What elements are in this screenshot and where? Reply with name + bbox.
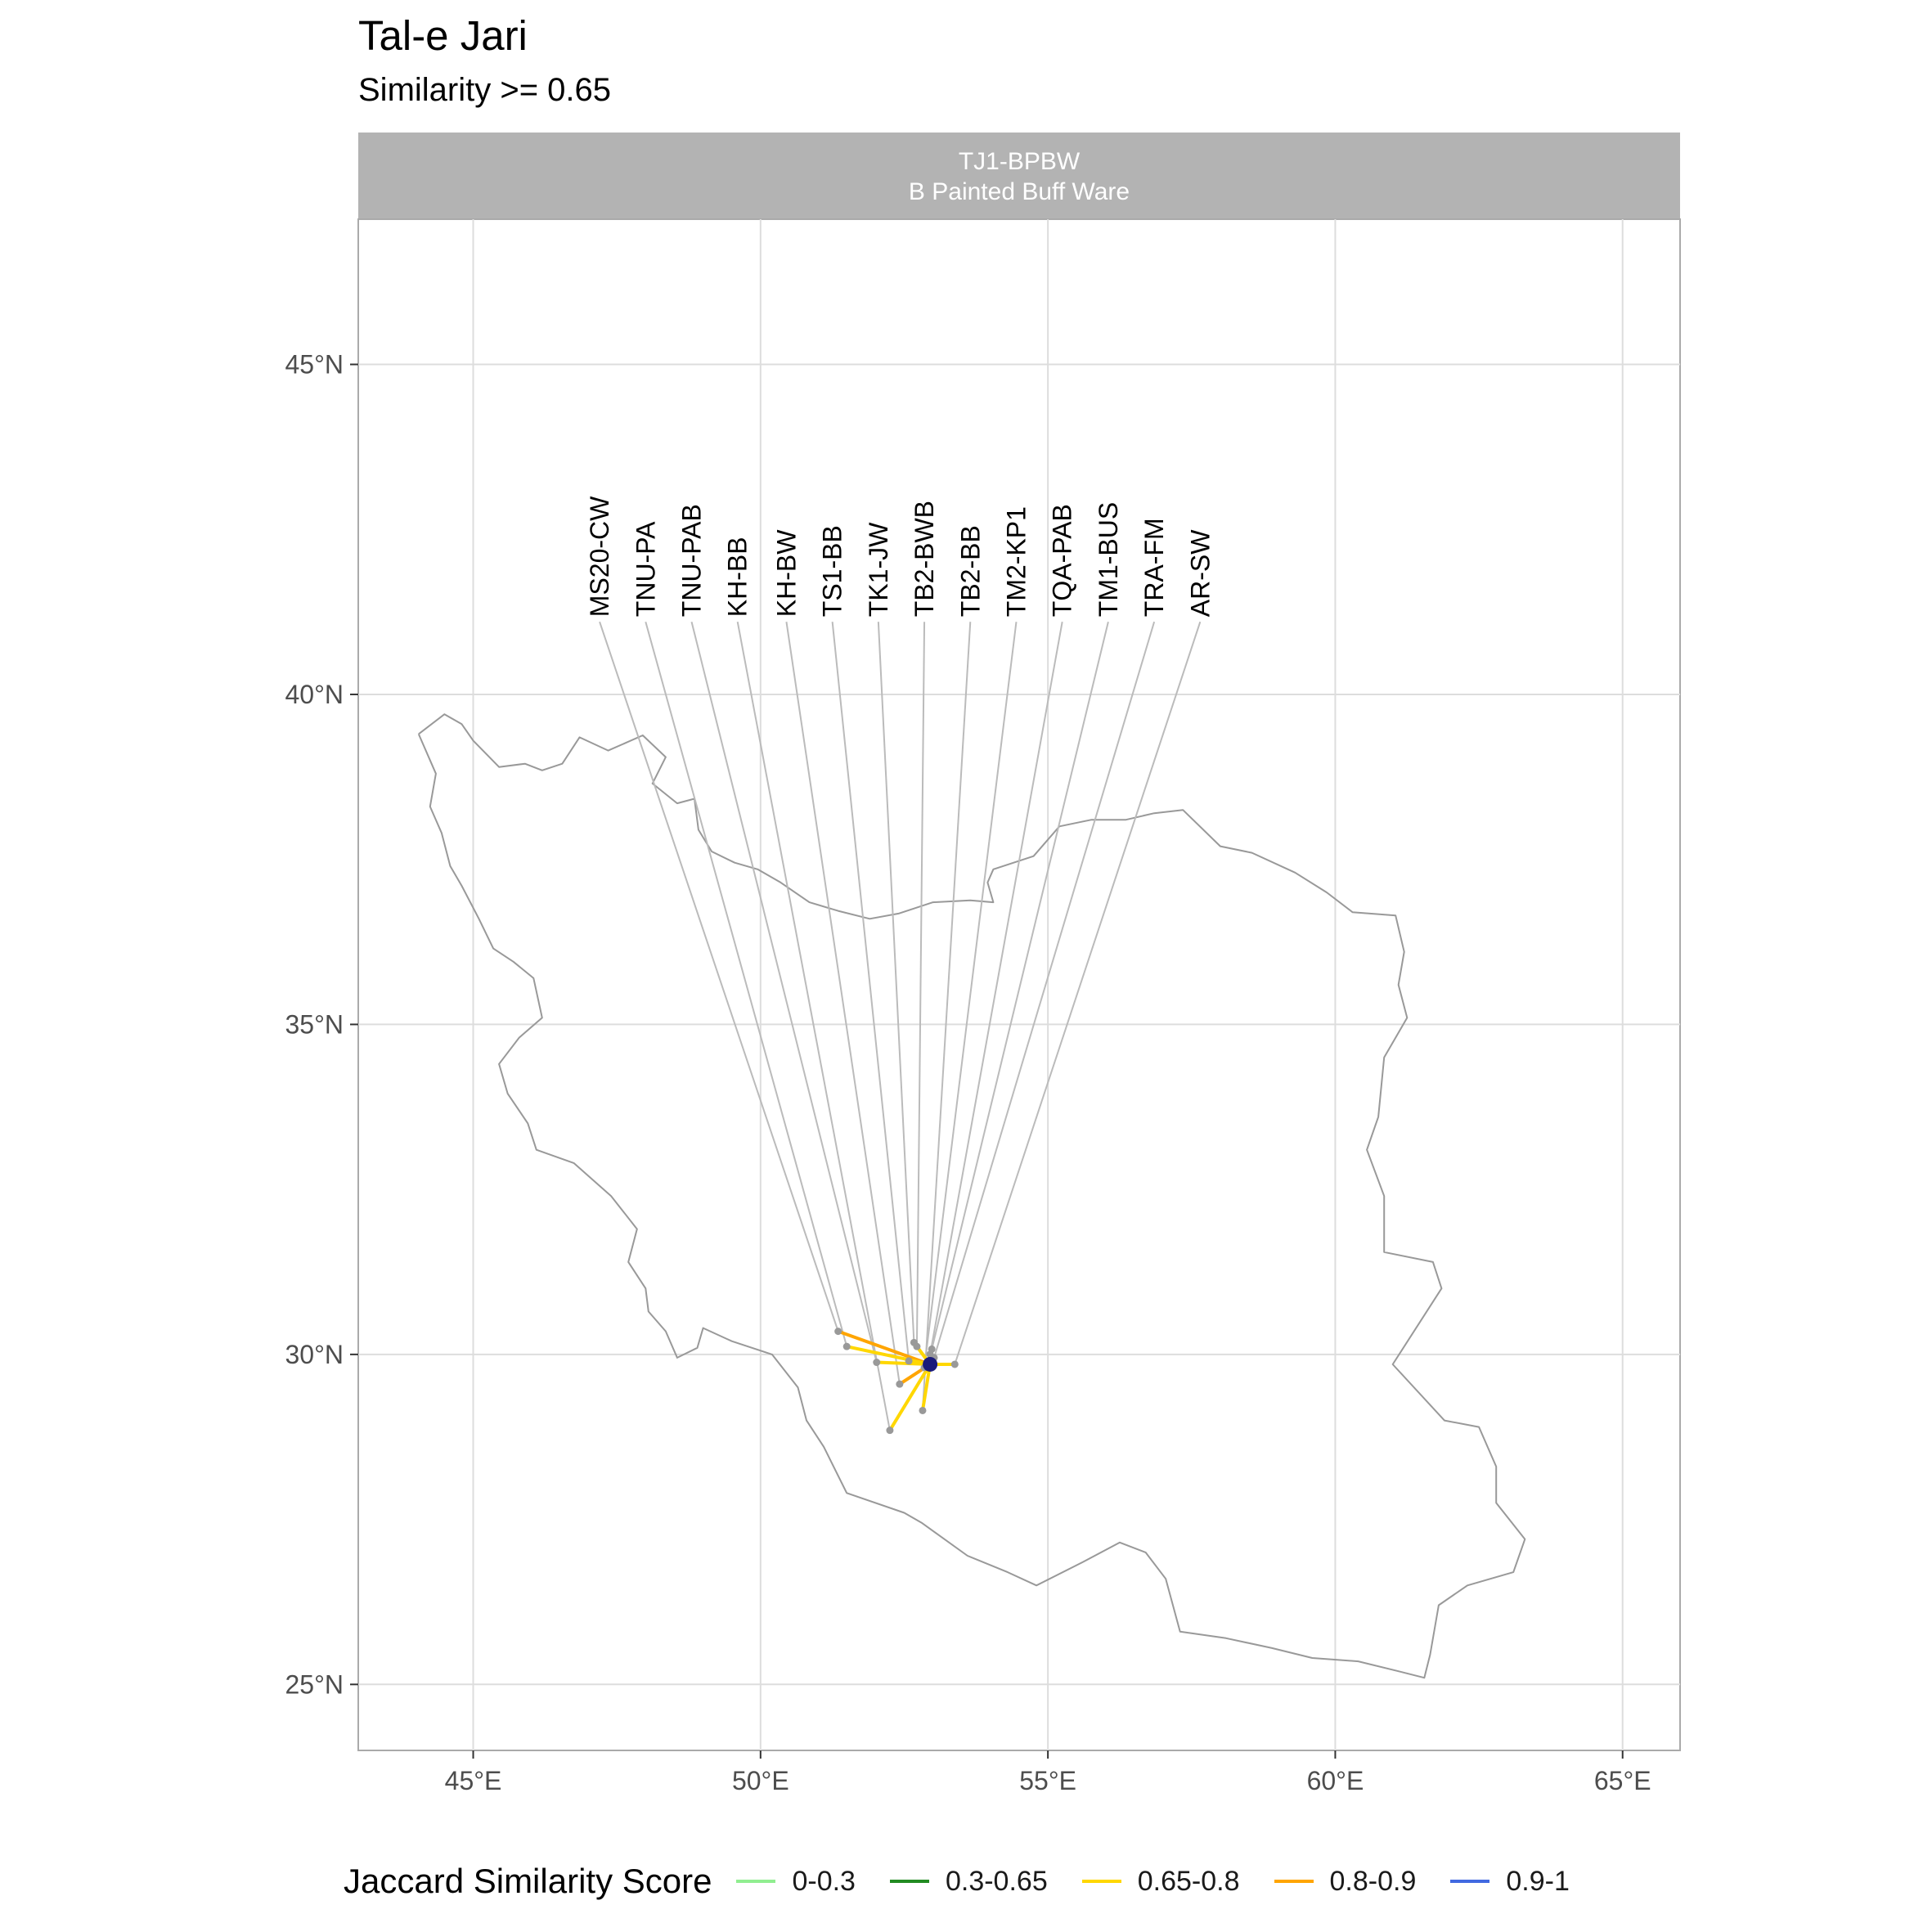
site-label-TNU-PAB: TNU-PAB xyxy=(677,504,707,617)
legend-item-0.8-0.9: 0.8-0.9 xyxy=(1274,1865,1417,1898)
legend-key-0.65-0.8 xyxy=(1081,1880,1121,1883)
y-tick-label: 30°N xyxy=(285,1340,344,1369)
legend-item-0.3-0.65: 0.3-0.65 xyxy=(889,1865,1048,1898)
legend-item-0.9-1: 0.9-1 xyxy=(1450,1866,1570,1898)
y-tick-label: 40°N xyxy=(285,680,344,709)
leader-line-TRA-FM xyxy=(933,621,1156,1359)
site-label-TM2-KP1: TM2-KP1 xyxy=(1001,506,1031,617)
leader-line-TNU-PAB xyxy=(690,621,878,1363)
site-label-TQA-PAB: TQA-PAB xyxy=(1048,504,1077,617)
leader-line-TM1-BUS xyxy=(931,621,1109,1350)
site-label-AR-SW: AR-SW xyxy=(1185,529,1215,617)
y-tick-label: 35°N xyxy=(285,1009,344,1039)
leader-line-TM2-KP1 xyxy=(923,622,1018,1368)
site-label-TS1-BB: TS1-BB xyxy=(818,525,847,617)
legend-title: Jaccard Similarity Score xyxy=(344,1862,712,1900)
legend-key-0.3-0.65 xyxy=(889,1880,929,1883)
site-label-TB2-BB: TB2-BB xyxy=(955,525,985,617)
panel-border xyxy=(357,218,1681,1751)
legend-item-0-0.3: 0-0.3 xyxy=(736,1866,856,1898)
iran-outline xyxy=(417,713,1526,1679)
site-label-KH-BW: KH-BW xyxy=(771,529,801,617)
site-label-TNU-PA: TNU-PA xyxy=(631,521,660,617)
site-point-TNU-PAB xyxy=(873,1359,881,1367)
leader-line-TNU-PA xyxy=(645,621,848,1347)
leader-lines xyxy=(599,621,1202,1431)
y-tick-label: 45°N xyxy=(285,350,344,380)
leader-line-AR-SW xyxy=(954,621,1202,1365)
x-tick-label: 55°E xyxy=(1019,1766,1076,1795)
x-tick-label: 65°E xyxy=(1594,1766,1651,1795)
site-label-TM1-BUS: TM1-BUS xyxy=(1094,502,1123,617)
leader-line-TS1-BB xyxy=(831,622,910,1362)
map-subtitle: Similarity >= 0.65 xyxy=(358,72,612,108)
site-label-MS20-CW: MS20-CW xyxy=(585,496,614,617)
site-point-KH-BW xyxy=(896,1380,904,1388)
leader-line-TB2-BB xyxy=(921,622,972,1411)
site-point-MS20-CW xyxy=(834,1328,842,1336)
leader-line-KH-BB xyxy=(736,622,891,1431)
x-tick-label: 50°E xyxy=(732,1766,789,1795)
map-title: Tal-e Jari xyxy=(358,12,528,59)
gridlines xyxy=(358,219,1680,1750)
site-point-TM1-BUS xyxy=(928,1345,936,1353)
site-point-TB2-BB xyxy=(919,1406,927,1414)
site-point-TNU-PA xyxy=(842,1342,851,1350)
site-points xyxy=(834,1328,959,1435)
facet-strip-line1: TJ1-BPBW xyxy=(959,148,1081,175)
legend-item-0.65-0.8: 0.65-0.8 xyxy=(1081,1865,1240,1898)
site-label-TRA-FM: TRA-FM xyxy=(1139,518,1169,617)
site-labels: MS20-CW TNU-PA TNU-PAB KH-BB KH-BW TS1-BB TK1-… xyxy=(585,496,1215,617)
site-point-TS1-BB xyxy=(905,1357,913,1365)
edge-KH-BB xyxy=(888,1363,932,1431)
y-tick-label: 25°N xyxy=(285,1669,344,1699)
axes: 45°E 50°E 55°E 60°E 65°E 25°N 30°N 35°N 40°N 45°N xyxy=(285,350,1651,1795)
facet-strip-line2: B Painted Buff Ware xyxy=(909,178,1130,205)
site-label-TK1-JW: TK1-JW xyxy=(864,522,893,617)
leader-line-MS20-CW xyxy=(599,621,839,1332)
legend-label-0.9-1: 0.9-1 xyxy=(1506,1865,1570,1897)
origin-point xyxy=(923,1356,938,1372)
x-tick-label: 60°E xyxy=(1307,1766,1364,1795)
leader-line-TQA-PAB xyxy=(929,622,1063,1355)
legend-label-0.8-0.9: 0.8-0.9 xyxy=(1329,1865,1417,1897)
site-point-TB2-BWB xyxy=(913,1342,921,1350)
site-point-AR-SW xyxy=(950,1360,959,1368)
leader-line-KH-BW xyxy=(785,622,901,1385)
legend-key-0.9-1 xyxy=(1450,1880,1490,1883)
site-label-TB2-BWB: TB2-BWB xyxy=(910,501,939,617)
site-point-KH-BB xyxy=(886,1427,894,1435)
legend-label-0.3-0.65: 0.3-0.65 xyxy=(945,1865,1048,1897)
legend-key-0.8-0.9 xyxy=(1274,1880,1314,1883)
edge-TB2-BB xyxy=(920,1364,932,1411)
leader-line-TK1-JW xyxy=(877,622,915,1343)
edge-MS20-CW xyxy=(838,1329,931,1366)
iran-border xyxy=(417,713,1526,1679)
site-label-KH-BB: KH-BB xyxy=(723,537,753,617)
x-tick-label: 45°E xyxy=(445,1766,502,1795)
legend-label-0.65-0.8: 0.65-0.8 xyxy=(1137,1865,1240,1897)
leader-line-TB2-BWB xyxy=(915,622,926,1347)
facet-strip xyxy=(358,133,1680,219)
legend-key-0-0.3 xyxy=(736,1880,776,1883)
legend: Jaccard Similarity Score 0-0.3 0.3-0.65 … xyxy=(344,1857,1604,1906)
legend-label-0-0.3: 0-0.3 xyxy=(792,1865,856,1897)
